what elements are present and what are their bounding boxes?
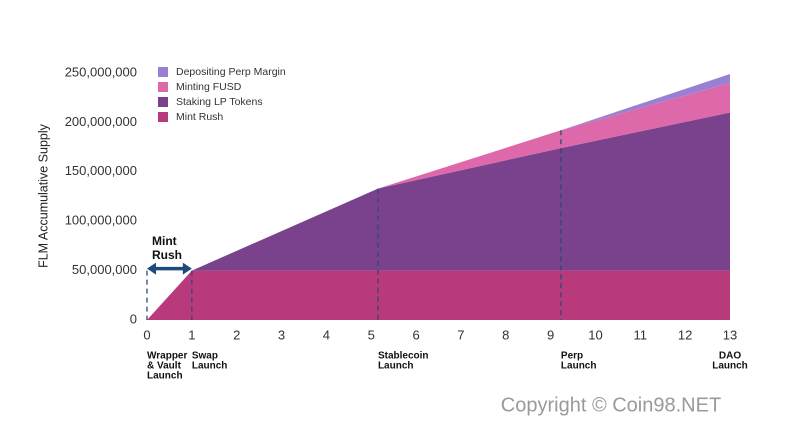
area: [147, 73, 730, 320]
x-tick-label: 5: [368, 327, 375, 342]
x-tick-label: 11: [634, 327, 648, 342]
x-tick-label: 9: [547, 327, 554, 342]
milestone-label: Stablecoin: [378, 351, 429, 362]
y-axis-label: FLM Accumulative Supply: [36, 123, 50, 268]
legend-label: Depositing Perp Margin: [176, 66, 286, 78]
milestone-label: Launch: [712, 361, 748, 372]
x-tick-label: 0: [143, 327, 150, 342]
y-tick-label: 0: [130, 311, 137, 326]
milestone-label: Launch: [561, 361, 597, 372]
milestone-label: Launch: [378, 361, 414, 372]
legend-label: Staking LP Tokens: [176, 96, 263, 108]
x-tick-label: 4: [323, 327, 330, 342]
area: [147, 82, 730, 320]
legend-label: Minting FUSD: [176, 81, 242, 93]
milestone-label: Launch: [192, 361, 228, 372]
annotation-text: Rush: [152, 248, 182, 262]
x-tick-label: 2: [233, 327, 240, 342]
x-tick-label: 10: [588, 327, 602, 342]
y-tick-label: 50,000,000: [72, 262, 137, 277]
watermark: Copyright © Coin98.NET: [501, 394, 721, 416]
milestone-label: Launch: [147, 371, 183, 382]
x-tick-label: 6: [412, 327, 419, 342]
x-tick-label: 12: [678, 327, 692, 342]
y-tick-label: 150,000,000: [65, 163, 137, 178]
y-tick-label: 100,000,000: [65, 213, 137, 228]
arrow-head: [182, 262, 192, 275]
legend-swatch: [158, 112, 168, 122]
x-tick-label: 8: [502, 327, 509, 342]
area: [147, 270, 730, 320]
legend-swatch: [158, 82, 168, 92]
arrow-head: [147, 262, 156, 275]
legend-label: Mint Rush: [176, 111, 223, 123]
area: [147, 112, 730, 321]
milestone-label: Perp: [561, 351, 583, 362]
y-tick-label: 200,000,000: [65, 114, 137, 129]
milestone-label: & Vault: [147, 361, 182, 372]
y-tick-label: 250,000,000: [65, 64, 137, 79]
milestone-label: Swap: [192, 351, 218, 362]
x-tick-label: 13: [723, 327, 737, 342]
x-tick-label: 3: [278, 327, 285, 342]
milestone-label: Wrapper: [147, 351, 187, 362]
legend-swatch: [158, 97, 168, 107]
milestone-label: DAO: [719, 351, 741, 362]
x-tick-label: 1: [188, 327, 195, 342]
legend-swatch: [158, 67, 168, 77]
x-tick-label: 7: [457, 327, 464, 342]
annotation-text: Mint: [152, 234, 177, 248]
